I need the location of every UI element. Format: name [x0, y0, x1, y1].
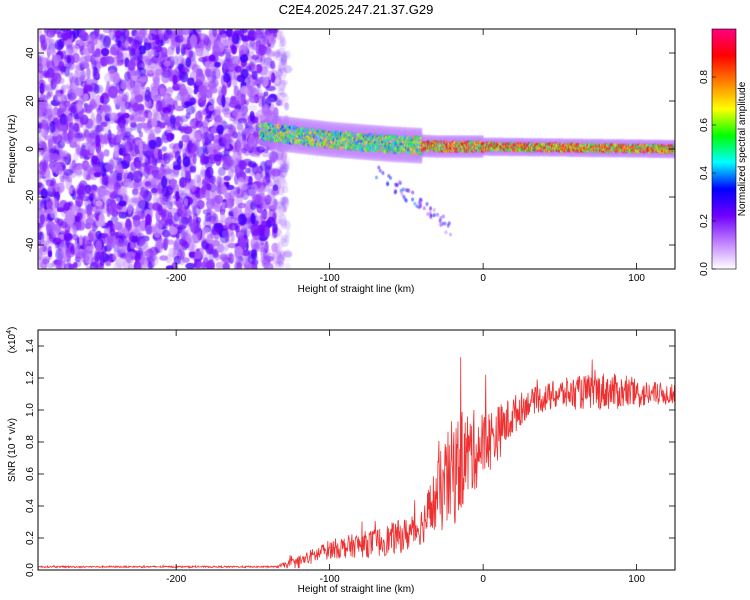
spectrogram-image [38, 29, 675, 269]
snr-y-tick-label: 1.4 [25, 339, 36, 353]
snr-y-axis-label: SNR (10 * v/v) [7, 418, 18, 482]
spectrogram-y-tick-label: -40 [25, 237, 36, 252]
snr-y-tick-label: 0.4 [25, 499, 36, 513]
colorbar: 0.0 0.2 0.4 0.6 0.8 Normalized spectral ampl… [699, 28, 748, 276]
spectrogram-y-tick-label: 40 [25, 47, 36, 59]
snr-y-multiplier: (x104) [6, 327, 18, 354]
colorbar-gradient [712, 29, 736, 269]
spectrogram-x-tick-label: 100 [628, 273, 645, 284]
snr-x-tick-label: 100 [628, 574, 645, 585]
spectrogram-x-axis-label: Height of straight line (km) [298, 284, 415, 295]
snr-panel: -200 -100 0 100 0.0 0.2 0.4 0.6 0.8 1.0 1.2 1.4 Hei… [6, 327, 676, 595]
snr-x-tick-label: -200 [166, 574, 186, 585]
snr-y-tick-label: 0.2 [25, 531, 36, 545]
spectrogram-y-tick-label: 0 [25, 146, 36, 152]
snr-frame [37, 329, 676, 571]
snr-x-tick-label: 0 [480, 574, 486, 585]
figure-title: C2E4.2025.247.21.37.G29 [279, 2, 434, 17]
colorbar-tick-label: 0.6 [699, 118, 710, 132]
snr-y-tick-label: 1.0 [25, 403, 36, 417]
spectrogram-x-tick-label: 0 [480, 273, 486, 284]
snr-y-tick-label: 0.8 [25, 435, 36, 449]
colorbar-tick-label: 0.2 [699, 214, 710, 228]
spectrogram-y-tick-label: -20 [25, 189, 36, 204]
snr-y-tick-label: 0.6 [25, 467, 36, 481]
spectrogram-x-tick-label: -200 [166, 273, 186, 284]
snr-ticks: -200 -100 0 100 0.0 0.2 0.4 0.6 0.8 1.0 1.2 1.4 [25, 330, 675, 585]
snr-x-tick-label: -100 [320, 574, 340, 585]
colorbar-tick-label: 0.0 [699, 262, 710, 276]
colorbar-tick-label: 0.4 [699, 166, 710, 180]
snr-x-axis-label: Height of straight line (km) [298, 584, 415, 595]
snr-plot-area [38, 330, 675, 570]
snr-series-line [38, 357, 675, 569]
spectrogram-x-tick-label: -100 [320, 273, 340, 284]
spectrogram-y-axis-label: Frequency (Hz) [7, 115, 18, 184]
colorbar-frame [711, 28, 737, 270]
spectrogram-y-tick-label: 20 [25, 95, 36, 107]
snr-y-tick-label: 1.2 [25, 371, 36, 385]
colorbar-tick-label: 0.8 [699, 70, 710, 84]
colorbar-label: Normalized spectral amplitude [737, 81, 748, 216]
colorbar-ticks: 0.0 0.2 0.4 0.6 0.8 [699, 70, 716, 276]
snr-y-tick-label: 0.0 [25, 563, 36, 577]
